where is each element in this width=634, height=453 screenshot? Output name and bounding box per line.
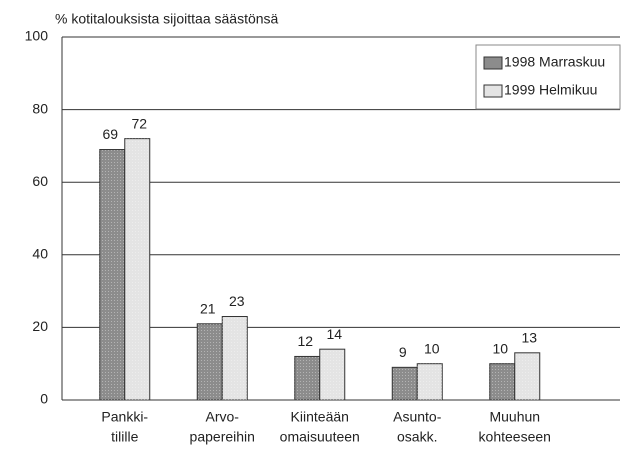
data-label: 21 [200, 300, 216, 316]
bar-texture [319, 349, 345, 400]
y-tick-label: 80 [32, 100, 48, 116]
data-label: 10 [492, 340, 508, 356]
legend-box [475, 44, 621, 110]
bar-texture [294, 356, 320, 400]
y-tick-label: 60 [32, 173, 48, 189]
data-label: 72 [131, 115, 147, 131]
y-tick-label: 100 [25, 28, 49, 44]
data-label: 10 [424, 340, 440, 356]
x-tick-label: Arvo- [206, 409, 240, 425]
chart-title: % kotitalouksista sijoittaa säästönsä [55, 11, 279, 27]
x-tick-label: Kiinteään [291, 409, 349, 425]
legend-swatch [483, 56, 503, 70]
bar-texture [222, 316, 248, 400]
data-label: 14 [326, 326, 342, 342]
legend-label: 1998 Marraskuu [504, 54, 605, 70]
x-tick-label: omaisuuteen [280, 429, 360, 445]
bar-texture [392, 367, 418, 400]
x-tick-label: Muuhun [489, 409, 540, 425]
legend-swatch [483, 84, 503, 98]
x-tick-label: Pankki- [101, 409, 148, 425]
y-tick-label: 0 [40, 391, 48, 407]
bar-texture [489, 363, 515, 400]
legend-label: 1999 Helmikuu [504, 82, 597, 98]
data-label: 13 [521, 330, 537, 346]
bar-texture [124, 138, 150, 400]
y-tick-label: 40 [32, 246, 48, 262]
x-tick-label: kohteeseen [479, 429, 551, 445]
x-tick-label: osakk. [397, 429, 437, 445]
bar-texture [197, 323, 223, 400]
x-tick-label: Asunto- [393, 409, 442, 425]
y-tick-label: 20 [32, 318, 48, 334]
data-label: 69 [102, 126, 118, 142]
x-tick-label: papereihin [190, 429, 255, 445]
data-label: 23 [229, 293, 245, 309]
x-tick-label: tilille [111, 429, 138, 445]
bar-texture [417, 363, 443, 400]
data-label: 9 [399, 344, 407, 360]
data-label: 12 [297, 333, 313, 349]
bar-texture [514, 352, 540, 400]
bar-texture [99, 149, 125, 400]
